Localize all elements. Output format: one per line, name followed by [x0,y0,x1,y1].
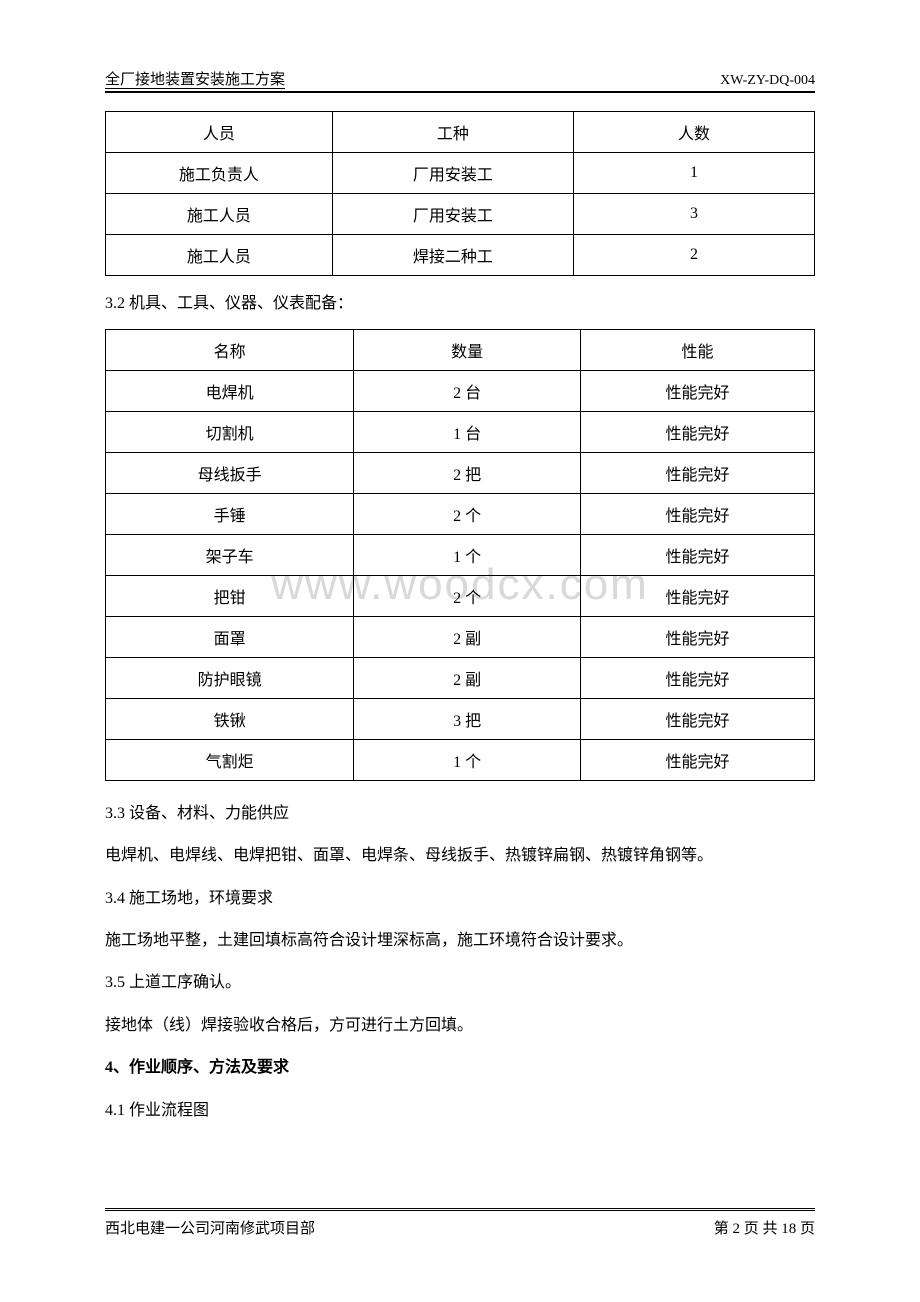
table-header: 性能 [581,329,815,370]
footer-left: 西北电建一公司河南修武项目部 [105,1217,315,1238]
table-header: 人数 [573,112,814,153]
page-footer: 西北电建一公司河南修武项目部 第 2 页 共 18 页 [105,1208,815,1238]
table-row: 母线扳手2 把性能完好 [106,452,815,493]
section-4-1-title: 4.1 作业流程图 [105,1092,815,1130]
section-3-5-body: 接地体（线）焊接验收合格后，方可进行土方回填。 [105,1007,815,1045]
section-3-5-title: 3.5 上道工序确认。 [105,964,815,1002]
table-row: 架子车1 个性能完好 [106,534,815,575]
table-row: 铁锹3 把性能完好 [106,698,815,739]
table-header: 工种 [332,112,573,153]
header-code: XW-ZY-DQ-004 [720,73,815,89]
page-header: 全厂接地装置安装施工方案 XW-ZY-DQ-004 [105,68,815,93]
section-3-2-heading: 3.2 机具、工具、仪器、仪表配备： [105,290,815,319]
equipment-table: 名称 数量 性能 电焊机2 台性能完好 切割机1 台性能完好 母线扳手2 把性能… [105,329,815,781]
table-row: 施工人员 厂用安装工 3 [106,194,815,235]
header-title: 全厂接地装置安装施工方案 [105,68,285,89]
table-header-row: 人员 工种 人数 [106,112,815,153]
table-row: 气割炬1 个性能完好 [106,739,815,780]
table-row: 面罩2 副性能完好 [106,616,815,657]
table-row: 电焊机2 台性能完好 [106,370,815,411]
section-3-4-title: 3.4 施工场地，环境要求 [105,880,815,918]
table-row: 施工人员 焊接二种工 2 [106,235,815,276]
section-3-3-body: 电焊机、电焊线、电焊把钳、面罩、电焊条、母线扳手、热镀锌扁钢、热镀锌角钢等。 [105,837,815,875]
table-header: 人员 [106,112,333,153]
table-header-row: 名称 数量 性能 [106,329,815,370]
table-row: 施工负责人 厂用安装工 1 [106,153,815,194]
table-row: 把钳2 个性能完好 [106,575,815,616]
table-row: 手锤2 个性能完好 [106,493,815,534]
table-header: 数量 [354,329,581,370]
section-3-4-body: 施工场地平整，土建回填标高符合设计埋深标高，施工环境符合设计要求。 [105,922,815,960]
section-4-title: 4、作业顺序、方法及要求 [105,1049,815,1087]
footer-right: 第 2 页 共 18 页 [714,1217,815,1238]
table-row: 切割机1 台性能完好 [106,411,815,452]
personnel-table: 人员 工种 人数 施工负责人 厂用安装工 1 施工人员 厂用安装工 3 施工人员… [105,111,815,276]
table-header: 名称 [106,329,354,370]
section-3-3-title: 3.3 设备、材料、力能供应 [105,795,815,833]
table-row: 防护眼镜2 副性能完好 [106,657,815,698]
